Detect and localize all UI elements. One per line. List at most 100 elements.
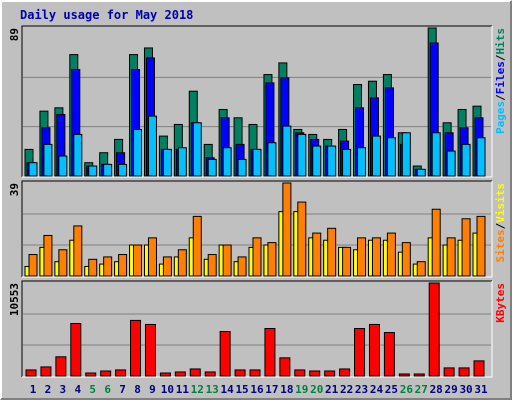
bar — [294, 369, 306, 377]
x-tick-label: 21 — [325, 383, 339, 396]
bar — [401, 242, 411, 277]
bar — [219, 330, 231, 377]
x-tick-label: 22 — [340, 383, 353, 396]
bar — [446, 237, 456, 277]
bar — [446, 150, 456, 177]
bar — [428, 282, 440, 377]
bar — [267, 242, 277, 277]
bar — [279, 357, 291, 377]
bar — [147, 115, 157, 177]
bar — [237, 158, 247, 177]
plot-bevel-dark — [21, 280, 492, 377]
bar — [159, 372, 171, 377]
bar — [222, 244, 232, 277]
legend-entry: Visits — [494, 183, 507, 223]
bar — [368, 323, 380, 377]
plot-bevel-dark — [21, 25, 492, 177]
bar — [461, 218, 471, 277]
x-tick-label: 5 — [89, 383, 96, 396]
bar — [115, 369, 127, 377]
bar — [357, 147, 367, 177]
bar — [416, 261, 426, 277]
bar — [386, 232, 396, 277]
bar — [431, 208, 441, 277]
bar — [144, 323, 156, 377]
plot-bevel-dark — [21, 180, 492, 277]
bar — [234, 369, 246, 377]
bar — [383, 332, 395, 377]
x-tick-label: 30 — [459, 383, 472, 396]
bar — [342, 148, 352, 177]
bar — [204, 371, 216, 377]
bar — [174, 371, 186, 377]
bar — [118, 163, 128, 177]
y-tick-label: 10553 — [8, 283, 21, 316]
legend-entry: Files — [494, 61, 507, 94]
x-tick-label: 23 — [355, 383, 368, 396]
x-tick-label: 20 — [310, 383, 323, 396]
bar — [133, 128, 143, 177]
x-tick-label: 4 — [74, 383, 81, 396]
bar — [25, 369, 37, 377]
x-tick-label: 31 — [474, 383, 488, 396]
bar — [297, 201, 307, 277]
plot-bevel-light — [22, 281, 493, 378]
x-tick-label: 27 — [415, 383, 428, 396]
x-tick-label: 24 — [370, 383, 384, 396]
x-tick-label: 15 — [235, 383, 248, 396]
x-tick-label: 19 — [295, 383, 308, 396]
x-tick-label: 17 — [265, 383, 278, 396]
x-tick-label: 3 — [60, 383, 67, 396]
bar — [192, 122, 202, 177]
bar — [85, 372, 97, 377]
bar — [252, 237, 262, 277]
bar — [133, 244, 143, 277]
bar — [73, 133, 83, 177]
plot-area — [22, 281, 492, 377]
bar — [177, 147, 187, 177]
bar — [147, 237, 157, 277]
bar — [371, 135, 381, 177]
bar — [401, 132, 411, 177]
bar — [192, 215, 202, 277]
bar — [118, 254, 128, 277]
bar — [88, 258, 98, 277]
plot-bevel-light — [22, 26, 493, 178]
bar — [371, 237, 381, 277]
y-tick-label: 89 — [8, 28, 21, 41]
x-tick-label: 16 — [250, 383, 264, 396]
bar — [207, 254, 217, 277]
bar — [476, 137, 486, 177]
x-tick-label: 29 — [445, 383, 458, 396]
bar — [327, 145, 337, 177]
bar — [207, 158, 217, 177]
bar — [58, 155, 68, 177]
bar — [461, 143, 471, 177]
bar — [162, 256, 172, 277]
bar — [312, 145, 322, 177]
legend-entry: KBytes — [494, 283, 507, 323]
bar — [416, 168, 426, 177]
bar — [267, 142, 277, 177]
legend: Pages/Files/Hits — [494, 28, 507, 134]
bar — [458, 367, 470, 377]
bar — [237, 256, 247, 277]
legend-entry: Hits — [494, 28, 507, 55]
bar — [130, 319, 142, 377]
bar — [222, 147, 232, 177]
bar — [297, 133, 307, 177]
bar — [264, 327, 276, 377]
bar — [339, 368, 351, 377]
bar — [103, 256, 113, 277]
bar — [309, 370, 321, 377]
bar — [70, 322, 82, 377]
x-tick-label: 10 — [161, 383, 174, 396]
bar — [249, 369, 261, 377]
legend: Sites/Visits — [494, 183, 507, 263]
x-tick-label: 28 — [430, 383, 443, 396]
bar — [324, 370, 336, 377]
x-tick-label: 14 — [221, 383, 235, 396]
bar — [282, 182, 292, 277]
